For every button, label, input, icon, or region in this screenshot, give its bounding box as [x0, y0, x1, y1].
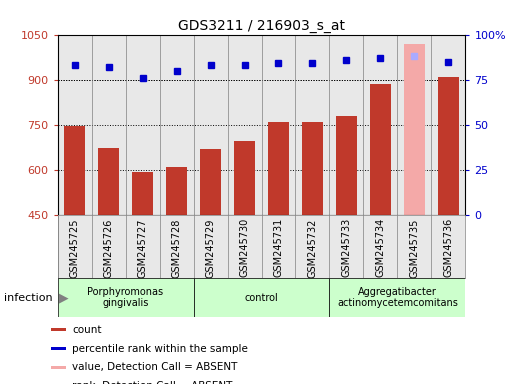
- Text: GSM245725: GSM245725: [70, 218, 79, 278]
- Text: GSM245732: GSM245732: [308, 218, 317, 278]
- Text: GSM245729: GSM245729: [206, 218, 215, 278]
- Text: control: control: [245, 293, 278, 303]
- Bar: [438, 77, 459, 215]
- Text: GSM245735: GSM245735: [410, 218, 419, 278]
- Bar: [51, 328, 66, 331]
- Bar: [132, 172, 153, 215]
- Bar: [194, 278, 329, 317]
- Bar: [234, 141, 255, 215]
- Text: rank, Detection Call = ABSENT: rank, Detection Call = ABSENT: [72, 381, 233, 384]
- Text: Porphyromonas
gingivalis: Porphyromonas gingivalis: [87, 287, 164, 308]
- Bar: [370, 84, 391, 215]
- Text: GSM245728: GSM245728: [172, 218, 181, 278]
- Bar: [51, 347, 66, 350]
- Text: GSM245734: GSM245734: [376, 218, 385, 278]
- Bar: [268, 122, 289, 215]
- Text: value, Detection Call = ABSENT: value, Detection Call = ABSENT: [72, 362, 237, 372]
- Bar: [200, 149, 221, 215]
- Bar: [302, 122, 323, 215]
- Bar: [404, 44, 425, 215]
- Text: count: count: [72, 325, 101, 335]
- Text: GDS3211 / 216903_s_at: GDS3211 / 216903_s_at: [178, 19, 345, 33]
- Text: GSM245726: GSM245726: [104, 218, 113, 278]
- Text: GSM245731: GSM245731: [274, 218, 283, 278]
- Text: GSM245736: GSM245736: [444, 218, 453, 278]
- Bar: [51, 366, 66, 369]
- Text: GSM245733: GSM245733: [342, 218, 351, 278]
- Text: GSM245727: GSM245727: [138, 218, 147, 278]
- Bar: [64, 126, 85, 215]
- Bar: [58, 278, 194, 317]
- Bar: [336, 116, 357, 215]
- Bar: [329, 278, 465, 317]
- Text: infection: infection: [4, 293, 52, 303]
- Text: Aggregatibacter
actinomycetemcomitans: Aggregatibacter actinomycetemcomitans: [337, 287, 458, 308]
- Text: ▶: ▶: [59, 291, 68, 304]
- Text: GSM245730: GSM245730: [240, 218, 249, 278]
- Bar: [98, 148, 119, 215]
- Text: percentile rank within the sample: percentile rank within the sample: [72, 344, 248, 354]
- Bar: [166, 167, 187, 215]
